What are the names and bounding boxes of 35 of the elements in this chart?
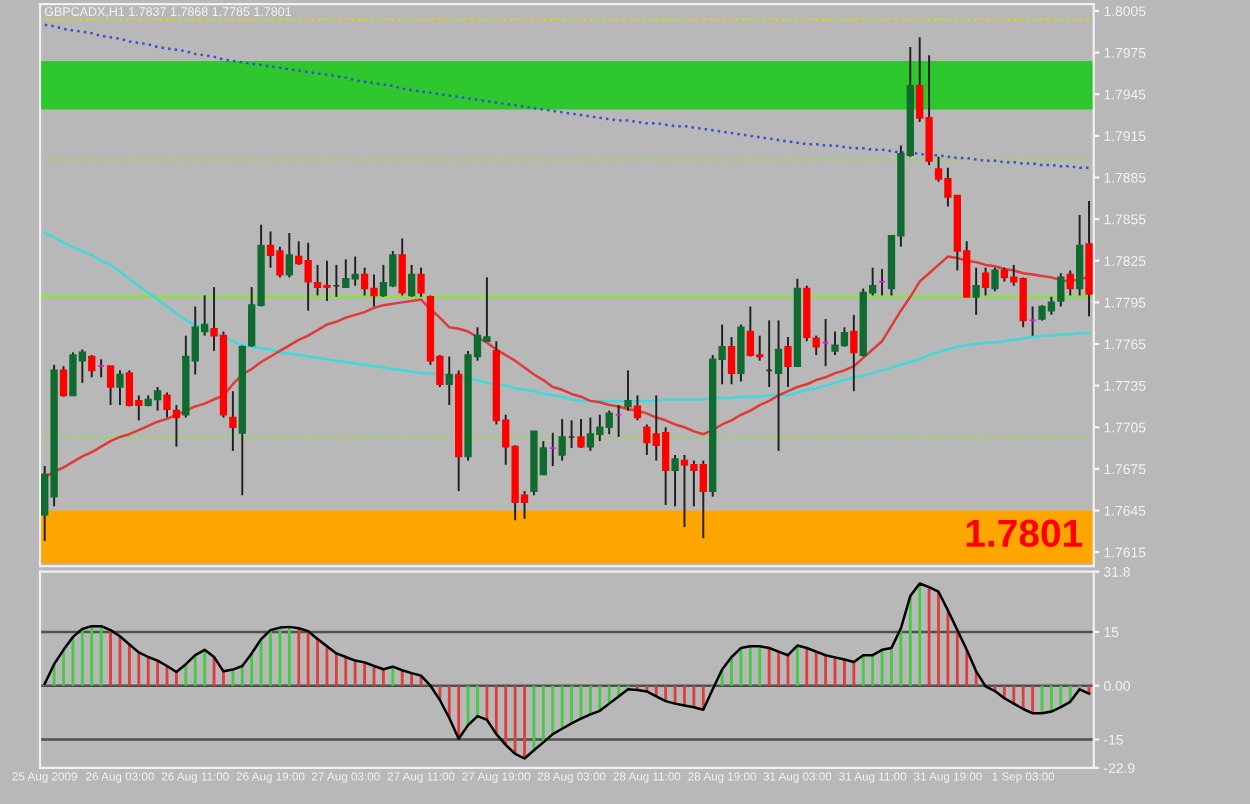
line-series — [43, 582, 1091, 760]
candlestick — [991, 266, 999, 293]
candlestick — [774, 319, 783, 452]
candlestick — [229, 390, 237, 452]
candlestick — [633, 394, 642, 422]
candlestick — [850, 313, 858, 393]
candlestick — [624, 369, 632, 412]
candlestick — [163, 391, 171, 419]
candlestick — [577, 417, 585, 450]
candlestick — [106, 365, 115, 407]
candlestick — [671, 454, 679, 508]
annotation: 1.7801 — [966, 519, 1083, 548]
candlestick — [981, 266, 990, 297]
candlestick — [417, 266, 425, 298]
candlestick — [59, 365, 68, 398]
candlestick — [737, 323, 745, 383]
candlestick — [1057, 272, 1065, 308]
candlestick — [398, 237, 406, 297]
candlestick — [727, 336, 736, 386]
candlestick — [88, 354, 96, 379]
candlestick — [116, 369, 124, 407]
candlestick — [285, 232, 293, 279]
candlestick — [1066, 269, 1074, 297]
candlestick — [153, 386, 162, 412]
candlestick — [812, 334, 820, 357]
candlestick — [1075, 213, 1084, 297]
candlestick — [972, 266, 980, 316]
candlestick — [445, 355, 453, 407]
candlestick — [558, 417, 566, 462]
candlestick — [407, 263, 416, 298]
candlestick — [172, 404, 181, 448]
candlestick — [784, 336, 792, 388]
line-series — [43, 23, 1091, 170]
candlestick — [125, 369, 134, 408]
candlestick — [586, 416, 595, 452]
